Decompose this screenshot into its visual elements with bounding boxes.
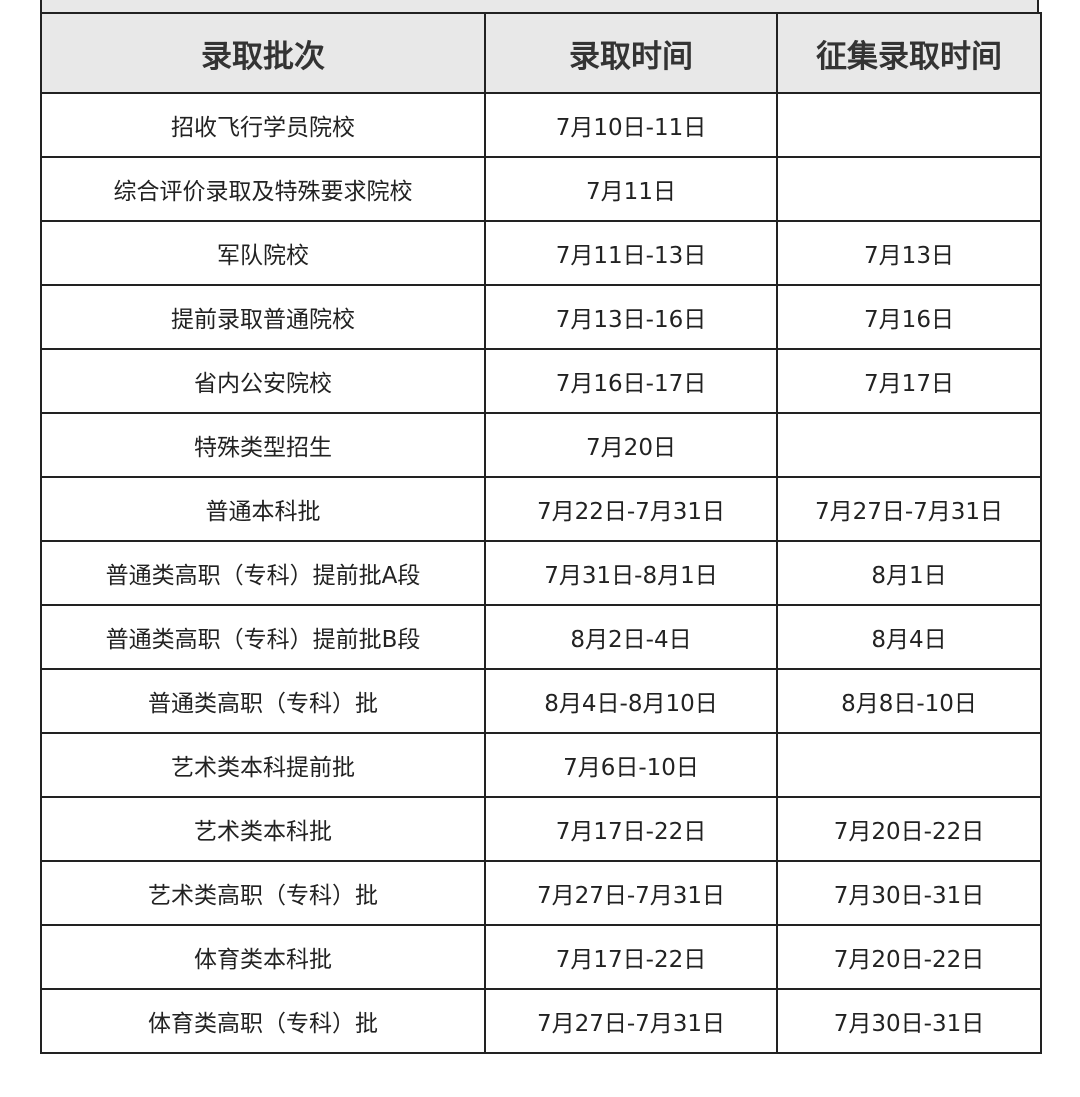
table-row: 艺术类高职（专科）批 7月27日-7月31日 7月30日-31日 <box>40 860 1042 926</box>
cell-supplementary-time <box>776 412 1042 478</box>
cell-batch: 普通类高职（专科）提前批B段 <box>40 604 486 670</box>
cell-batch: 省内公安院校 <box>40 348 486 414</box>
cell-batch: 艺术类本科批 <box>40 796 486 862</box>
cell-admission-time: 7月11日-13日 <box>484 220 778 286</box>
cell-batch: 提前录取普通院校 <box>40 284 486 350</box>
cell-admission-time: 7月17日-22日 <box>484 796 778 862</box>
cell-batch: 招收飞行学员院校 <box>40 92 486 158</box>
cell-batch: 普通类高职（专科）批 <box>40 668 486 734</box>
table-row: 普通本科批 7月22日-7月31日 7月27日-7月31日 <box>40 476 1042 542</box>
cell-admission-time: 7月27日-7月31日 <box>484 988 778 1054</box>
header-admission-time: 录取时间 <box>484 12 778 94</box>
table-row: 普通类高职（专科）提前批B段 8月2日-4日 8月4日 <box>40 604 1042 670</box>
cell-admission-time: 7月13日-16日 <box>484 284 778 350</box>
cell-supplementary-time: 7月27日-7月31日 <box>776 476 1042 542</box>
cell-admission-time: 7月11日 <box>484 156 778 222</box>
cell-batch: 艺术类高职（专科）批 <box>40 860 486 926</box>
cell-batch: 体育类高职（专科）批 <box>40 988 486 1054</box>
table-row: 艺术类本科批 7月17日-22日 7月20日-22日 <box>40 796 1042 862</box>
cell-supplementary-time: 7月17日 <box>776 348 1042 414</box>
table-row: 普通类高职（专科）批 8月4日-8月10日 8月8日-10日 <box>40 668 1042 734</box>
table-row: 特殊类型招生 7月20日 <box>40 412 1042 478</box>
cell-batch: 普通本科批 <box>40 476 486 542</box>
cell-batch: 综合评价录取及特殊要求院校 <box>40 156 486 222</box>
cell-supplementary-time: 8月1日 <box>776 540 1042 606</box>
cell-batch: 艺术类本科提前批 <box>40 732 486 798</box>
cell-admission-time: 7月10日-11日 <box>484 92 778 158</box>
table-row: 省内公安院校 7月16日-17日 7月17日 <box>40 348 1042 414</box>
header-batch: 录取批次 <box>40 12 486 94</box>
cell-supplementary-time <box>776 156 1042 222</box>
table-row: 提前录取普通院校 7月13日-16日 7月16日 <box>40 284 1042 350</box>
table-header-row: 录取批次 录取时间 征集录取时间 <box>40 12 1042 94</box>
cell-admission-time: 7月31日-8月1日 <box>484 540 778 606</box>
cell-batch: 体育类本科批 <box>40 924 486 990</box>
table-row: 体育类高职（专科）批 7月27日-7月31日 7月30日-31日 <box>40 988 1042 1054</box>
cell-supplementary-time: 7月20日-22日 <box>776 796 1042 862</box>
cell-admission-time: 7月20日 <box>484 412 778 478</box>
cell-supplementary-time: 7月30日-31日 <box>776 860 1042 926</box>
cell-admission-time: 7月27日-7月31日 <box>484 860 778 926</box>
cell-admission-time: 8月4日-8月10日 <box>484 668 778 734</box>
header-supplementary-time: 征集录取时间 <box>776 12 1042 94</box>
cell-supplementary-time: 8月4日 <box>776 604 1042 670</box>
table-row: 综合评价录取及特殊要求院校 7月11日 <box>40 156 1042 222</box>
cell-supplementary-time: 7月16日 <box>776 284 1042 350</box>
cell-batch: 军队院校 <box>40 220 486 286</box>
cell-admission-time: 8月2日-4日 <box>484 604 778 670</box>
cell-batch: 普通类高职（专科）提前批A段 <box>40 540 486 606</box>
cell-admission-time: 7月17日-22日 <box>484 924 778 990</box>
admission-schedule-table: 录取批次 录取时间 征集录取时间 招收飞行学员院校 7月10日-11日 综合评价录取… <box>40 12 1042 1054</box>
cell-admission-time: 7月16日-17日 <box>484 348 778 414</box>
table-row: 军队院校 7月11日-13日 7月13日 <box>40 220 1042 286</box>
cell-supplementary-time: 7月13日 <box>776 220 1042 286</box>
cell-supplementary-time: 7月20日-22日 <box>776 924 1042 990</box>
table-row: 普通类高职（专科）提前批A段 7月31日-8月1日 8月1日 <box>40 540 1042 606</box>
cell-supplementary-time <box>776 732 1042 798</box>
table-row: 体育类本科批 7月17日-22日 7月20日-22日 <box>40 924 1042 990</box>
cell-supplementary-time: 7月30日-31日 <box>776 988 1042 1054</box>
table-top-strip <box>40 0 1039 12</box>
table-row: 艺术类本科提前批 7月6日-10日 <box>40 732 1042 798</box>
cell-admission-time: 7月6日-10日 <box>484 732 778 798</box>
cell-admission-time: 7月22日-7月31日 <box>484 476 778 542</box>
table-row: 招收飞行学员院校 7月10日-11日 <box>40 92 1042 158</box>
cell-supplementary-time <box>776 92 1042 158</box>
cell-supplementary-time: 8月8日-10日 <box>776 668 1042 734</box>
cell-batch: 特殊类型招生 <box>40 412 486 478</box>
